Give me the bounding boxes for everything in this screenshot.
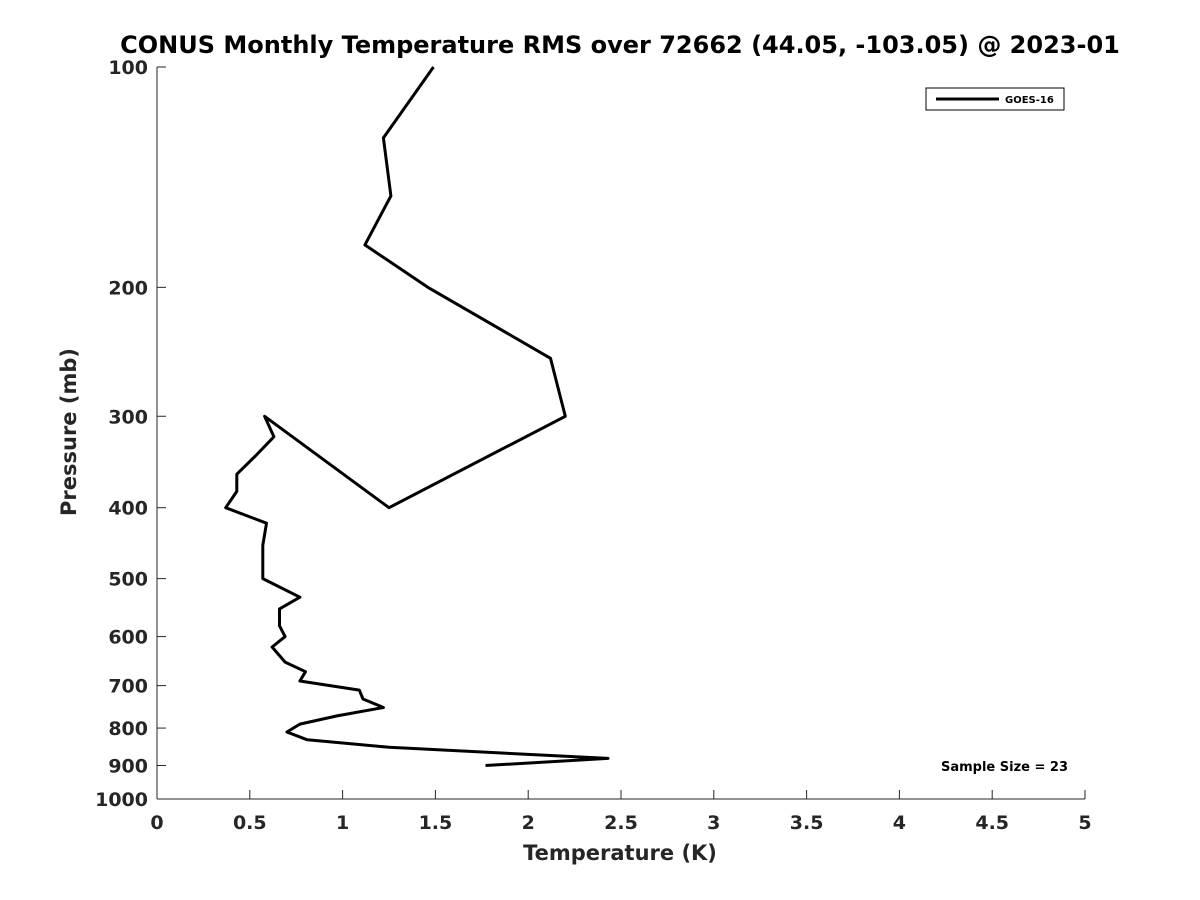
y-tick-label: 700 <box>108 676 148 698</box>
x-tick-label: 4.5 <box>975 812 1009 834</box>
x-tick-label: 3 <box>707 812 720 834</box>
x-tick-label: 5 <box>1078 812 1091 834</box>
y-tick-label: 100 <box>108 57 148 79</box>
x-tick-label: 1 <box>336 812 349 834</box>
y-tick-label: 200 <box>108 277 148 299</box>
x-tick-label: 0 <box>150 812 163 834</box>
y-tick-label: 300 <box>108 406 148 428</box>
x-tick-label: 1.5 <box>419 812 453 834</box>
x-tick-label: 4 <box>893 812 906 834</box>
y-tick-label: 600 <box>108 627 148 649</box>
y-tick-label: 900 <box>108 756 148 778</box>
x-tick-label: 3.5 <box>790 812 824 834</box>
sample-size-annotation: Sample Size = 23 <box>941 760 1068 775</box>
axis-ticks: 0 0.5 1 1.5 2 2.5 3 3.5 4 4.5 5 100 200 300 400 500 600 7… <box>95 57 1092 834</box>
series-line-goes-16 <box>224 66 610 767</box>
y-tick-label: 800 <box>108 718 148 740</box>
series-layer <box>224 66 610 767</box>
plot-axes <box>156 67 1085 800</box>
x-tick-label: 2 <box>522 812 535 834</box>
y-tick-label: 400 <box>108 498 148 520</box>
legend-label-goes-16: GOES-16 <box>1005 95 1054 106</box>
chart-title: CONUS Monthly Temperature RMS over 72662… <box>120 31 1120 59</box>
y-axis-label: Pressure (mb) <box>57 348 81 516</box>
x-tick-label: 0.5 <box>233 812 267 834</box>
x-axis-label: Temperature (K) <box>523 841 717 865</box>
legend: GOES-16 <box>925 87 1065 111</box>
y-tick-label: 500 <box>108 569 148 591</box>
y-tick-label: 1000 <box>95 789 148 811</box>
x-tick-label: 2.5 <box>604 812 638 834</box>
